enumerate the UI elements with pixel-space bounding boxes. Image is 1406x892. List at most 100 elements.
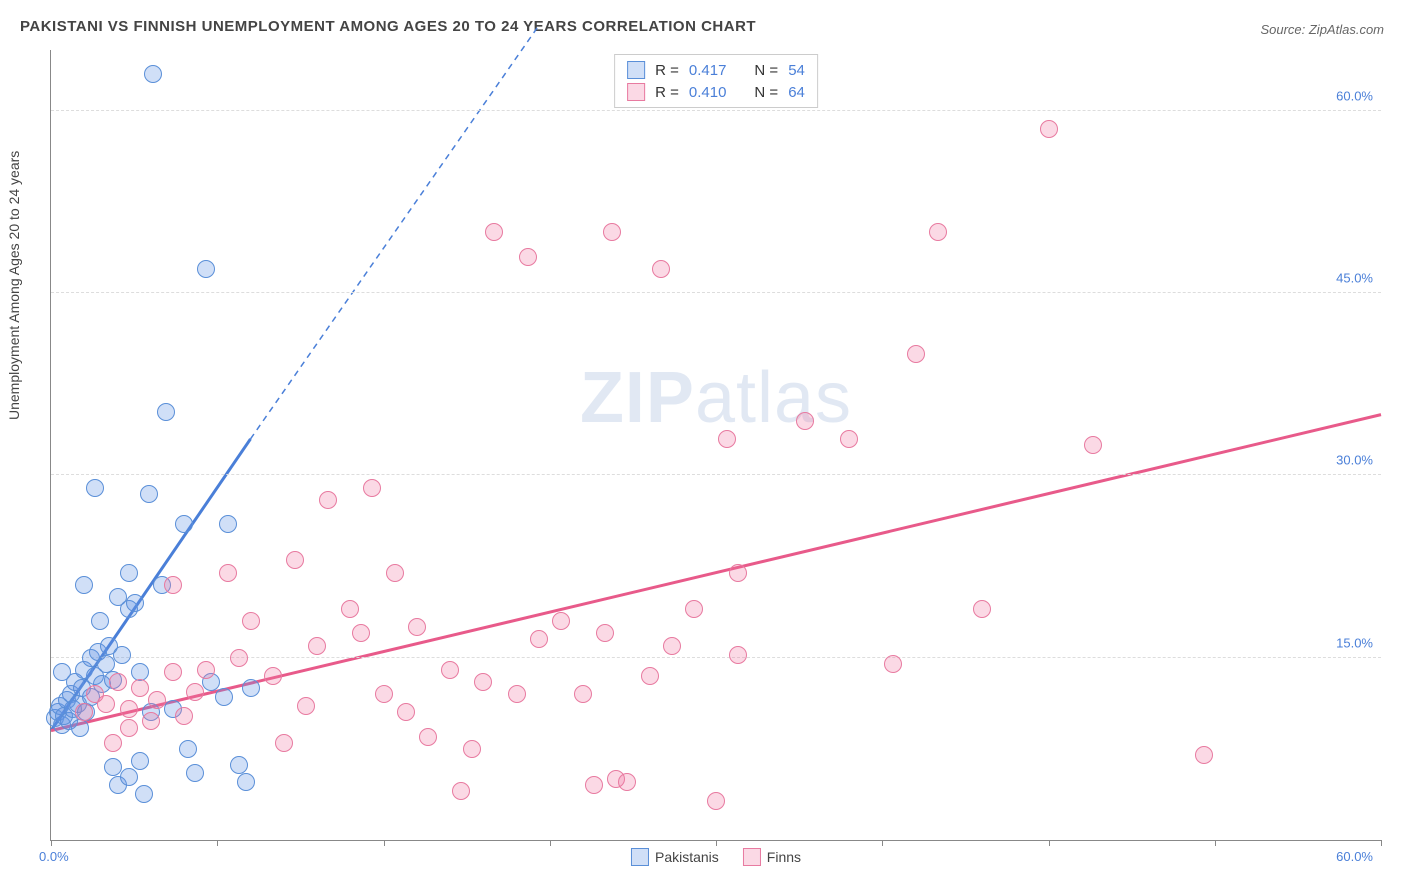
scatter-point [148, 691, 166, 709]
scatter-point [352, 624, 370, 642]
scatter-point [375, 685, 393, 703]
scatter-point [552, 612, 570, 630]
scatter-point [215, 688, 233, 706]
scatter-point [652, 260, 670, 278]
stats-legend-box: R =0.417N =54R =0.410N =64 [614, 54, 818, 108]
scatter-point [685, 600, 703, 618]
scatter-point [408, 618, 426, 636]
scatter-point [264, 667, 282, 685]
scatter-point [164, 663, 182, 681]
stats-n-label: N = [754, 62, 778, 79]
plot-area: ZIPatlas R =0.417N =54R =0.410N =64 0.0%… [50, 50, 1381, 841]
scatter-point [485, 223, 503, 241]
chart-source: Source: ZipAtlas.com [1260, 22, 1384, 37]
y-tick-label: 30.0% [1336, 453, 1373, 468]
scatter-point [242, 679, 260, 697]
scatter-point [519, 248, 537, 266]
series-legend-item: Finns [743, 848, 801, 866]
scatter-point [144, 65, 162, 83]
x-tick-mark [384, 840, 385, 846]
scatter-point [386, 564, 404, 582]
scatter-point [186, 764, 204, 782]
scatter-point [1084, 436, 1102, 454]
scatter-point [297, 697, 315, 715]
scatter-point [157, 403, 175, 421]
scatter-point [237, 773, 255, 791]
scatter-point [75, 576, 93, 594]
scatter-point [729, 564, 747, 582]
watermark-rest: atlas [695, 358, 852, 438]
scatter-point [1040, 120, 1058, 138]
scatter-point [219, 515, 237, 533]
stats-r-label: R = [655, 84, 679, 101]
scatter-point [197, 260, 215, 278]
scatter-point [179, 740, 197, 758]
series-legend: PakistanisFinns [631, 848, 801, 866]
stats-n-label: N = [754, 84, 778, 101]
gridline-h [51, 657, 1381, 658]
x-tick-mark [550, 840, 551, 846]
scatter-point [618, 773, 636, 791]
scatter-point [603, 223, 621, 241]
scatter-point [104, 734, 122, 752]
scatter-point [186, 683, 204, 701]
x-tick-mark [716, 840, 717, 846]
stats-n-value: 54 [788, 62, 805, 79]
scatter-point [75, 703, 93, 721]
legend-swatch [631, 848, 649, 866]
scatter-point [508, 685, 526, 703]
scatter-point [596, 624, 614, 642]
scatter-point [53, 663, 71, 681]
scatter-point [641, 667, 659, 685]
y-axis-label: Unemployment Among Ages 20 to 24 years [6, 151, 22, 420]
y-tick-label: 15.0% [1336, 635, 1373, 650]
scatter-point [140, 485, 158, 503]
scatter-point [120, 564, 138, 582]
scatter-point [441, 661, 459, 679]
scatter-point [71, 719, 89, 737]
legend-swatch [743, 848, 761, 866]
scatter-point [729, 646, 747, 664]
scatter-point [91, 612, 109, 630]
stats-n-value: 64 [788, 84, 805, 101]
scatter-point [197, 661, 215, 679]
gridline-h [51, 110, 1381, 111]
scatter-point [474, 673, 492, 691]
scatter-point [131, 679, 149, 697]
y-tick-label: 45.0% [1336, 271, 1373, 286]
scatter-point [286, 551, 304, 569]
x-axis-min-label: 0.0% [39, 849, 69, 864]
scatter-point [463, 740, 481, 758]
scatter-point [363, 479, 381, 497]
scatter-point [907, 345, 925, 363]
x-tick-mark [882, 840, 883, 846]
watermark-bold: ZIP [580, 358, 695, 438]
gridline-h [51, 292, 1381, 293]
scatter-point [1195, 746, 1213, 764]
scatter-point [319, 491, 337, 509]
scatter-point [113, 646, 131, 664]
chart-title: PAKISTANI VS FINNISH UNEMPLOYMENT AMONG … [20, 18, 756, 35]
scatter-point [796, 412, 814, 430]
gridline-h [51, 474, 1381, 475]
x-tick-mark [1049, 840, 1050, 846]
scatter-point [230, 756, 248, 774]
scatter-point [242, 612, 260, 630]
scatter-point [452, 782, 470, 800]
scatter-point [135, 785, 153, 803]
scatter-point [131, 752, 149, 770]
scatter-point [973, 600, 991, 618]
x-tick-mark [1381, 840, 1382, 846]
x-tick-mark [1215, 840, 1216, 846]
scatter-point [175, 707, 193, 725]
legend-swatch [627, 83, 645, 101]
series-name: Finns [767, 849, 801, 865]
stats-legend-row: R =0.417N =54 [627, 59, 805, 81]
x-tick-mark [51, 840, 52, 846]
scatter-point [840, 430, 858, 448]
scatter-point [341, 600, 359, 618]
x-axis-max-label: 60.0% [1336, 849, 1373, 864]
scatter-point [308, 637, 326, 655]
scatter-point [397, 703, 415, 721]
scatter-point [126, 594, 144, 612]
